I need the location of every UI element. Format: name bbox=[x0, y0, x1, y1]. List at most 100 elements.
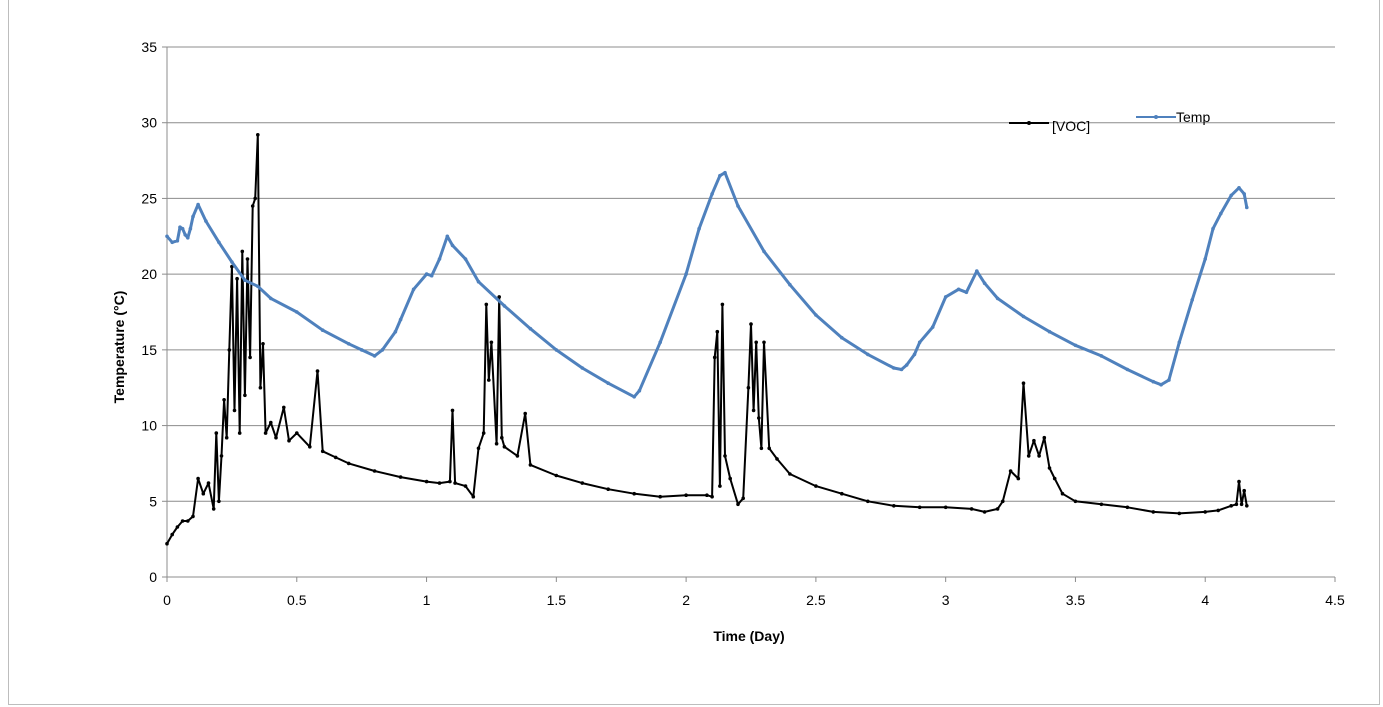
data-point-voc bbox=[196, 476, 200, 481]
data-point-voc bbox=[969, 507, 974, 511]
data-point-voc bbox=[500, 435, 504, 440]
data-point-voc bbox=[762, 340, 766, 345]
data-point-temp bbox=[1177, 340, 1182, 345]
data-point-temp bbox=[718, 173, 722, 178]
data-point-voc bbox=[632, 491, 636, 496]
data-point-voc bbox=[481, 431, 486, 435]
data-point-temp bbox=[975, 269, 979, 273]
data-point-voc bbox=[222, 398, 226, 402]
data-point-voc bbox=[346, 461, 351, 466]
data-point-temp bbox=[840, 335, 844, 340]
data-point-voc bbox=[723, 454, 727, 458]
data-point-temp bbox=[995, 296, 1000, 301]
series-layer bbox=[165, 133, 1249, 546]
data-point-temp bbox=[554, 348, 559, 352]
data-point-temp bbox=[1219, 211, 1223, 216]
data-point-voc bbox=[261, 342, 265, 346]
data-point-voc bbox=[274, 435, 278, 440]
data-point-temp bbox=[899, 367, 904, 372]
data-point-voc bbox=[502, 445, 507, 449]
x-tick-label: 4.5 bbox=[1325, 592, 1345, 608]
data-point-voc bbox=[217, 499, 221, 504]
data-point-temp bbox=[204, 219, 208, 223]
y-tick-label: 25 bbox=[141, 190, 157, 206]
data-point-temp bbox=[1203, 257, 1207, 261]
data-point-temp bbox=[1125, 367, 1130, 372]
legend: [VOC] Temp bbox=[1009, 109, 1210, 134]
data-point-temp bbox=[892, 366, 896, 370]
data-point-voc bbox=[718, 484, 722, 488]
data-point-temp bbox=[188, 226, 193, 231]
data-point-voc bbox=[1216, 508, 1220, 513]
data-point-temp bbox=[1167, 378, 1171, 382]
data-point-temp bbox=[1021, 314, 1026, 319]
data-point-voc bbox=[224, 435, 229, 440]
data-point-voc bbox=[232, 408, 237, 413]
data-point-voc bbox=[437, 481, 442, 485]
data-point-voc bbox=[487, 378, 491, 382]
data-point-voc bbox=[170, 532, 174, 537]
data-point-voc bbox=[788, 472, 792, 476]
data-point-temp bbox=[445, 234, 450, 239]
data-point-voc bbox=[206, 481, 211, 485]
data-point-voc bbox=[269, 420, 273, 425]
data-point-voc bbox=[1001, 499, 1005, 504]
data-point-voc bbox=[554, 473, 559, 478]
data-point-temp bbox=[606, 381, 610, 386]
x-tick-label: 3 bbox=[942, 592, 950, 608]
series-line-temp bbox=[165, 171, 1249, 399]
data-point-voc bbox=[227, 348, 232, 352]
data-point-temp bbox=[637, 388, 642, 393]
data-point-temp bbox=[183, 233, 187, 237]
data-point-voc bbox=[308, 445, 312, 449]
data-point-temp bbox=[814, 313, 818, 317]
data-point-voc bbox=[1125, 505, 1130, 510]
data-point-voc bbox=[606, 487, 610, 492]
data-point-temp bbox=[437, 257, 442, 261]
x-tick-label: 0.5 bbox=[287, 592, 307, 608]
data-point-voc bbox=[736, 502, 740, 507]
data-point-temp bbox=[684, 272, 688, 276]
data-point-voc bbox=[1073, 499, 1078, 504]
data-point-voc bbox=[258, 385, 263, 390]
data-point-voc bbox=[866, 499, 870, 504]
y-tick-label: 10 bbox=[141, 418, 157, 434]
data-point-temp bbox=[230, 260, 234, 264]
data-point-voc bbox=[372, 469, 377, 473]
data-point-voc bbox=[1032, 438, 1036, 443]
data-point-temp bbox=[196, 202, 200, 207]
data-point-temp bbox=[956, 287, 961, 292]
data-point-voc bbox=[1052, 476, 1057, 481]
data-point-voc bbox=[705, 493, 709, 498]
data-point-voc bbox=[712, 355, 717, 360]
data-point-temp bbox=[346, 342, 351, 346]
data-point-voc bbox=[1234, 502, 1239, 507]
chart-frame bbox=[8, 0, 1380, 705]
data-point-temp bbox=[165, 234, 169, 239]
data-point-temp bbox=[762, 249, 766, 254]
data-point-voc bbox=[759, 446, 764, 451]
data-point-voc bbox=[453, 481, 457, 485]
data-point-voc bbox=[463, 484, 468, 488]
data-point-voc bbox=[580, 481, 585, 485]
data-point-voc bbox=[315, 369, 320, 373]
legend-label-voc: [VOC] bbox=[1052, 118, 1090, 134]
data-point-temp bbox=[1190, 298, 1194, 302]
data-point-voc bbox=[219, 454, 224, 458]
data-point-voc bbox=[943, 505, 948, 510]
series-line-voc bbox=[166, 133, 1248, 545]
data-point-voc bbox=[1242, 488, 1246, 493]
data-point-voc bbox=[448, 479, 452, 484]
data-point-temp bbox=[502, 304, 507, 308]
data-point-temp bbox=[398, 317, 403, 322]
data-point-voc bbox=[710, 494, 714, 499]
y-tick-label: 20 bbox=[141, 266, 157, 282]
x-tick-label: 2.5 bbox=[806, 592, 826, 608]
data-point-voc bbox=[1099, 502, 1104, 507]
data-point-voc bbox=[715, 329, 720, 334]
data-point-temp bbox=[217, 240, 221, 245]
data-point-voc bbox=[263, 431, 268, 435]
y-tick-label: 35 bbox=[141, 39, 157, 55]
data-point-voc bbox=[282, 405, 286, 410]
